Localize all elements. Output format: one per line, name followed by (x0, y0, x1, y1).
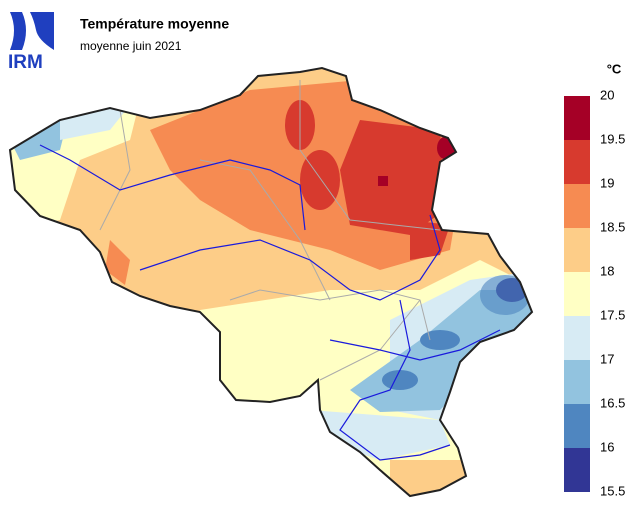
legend-tick-label: 18.5 (600, 219, 625, 234)
logo: IRM (8, 12, 54, 73)
zone (382, 370, 418, 390)
legend-swatch (564, 404, 590, 448)
legend-swatch (564, 228, 590, 272)
zone (300, 150, 340, 210)
zone (105, 240, 130, 285)
zone (390, 460, 470, 496)
legend-tick-label: 15.5 (600, 483, 625, 498)
river (329, 329, 501, 361)
legend-swatch (564, 140, 590, 184)
legend-tick-label: 16.5 (600, 395, 625, 410)
legend-unit: °C (607, 61, 622, 76)
legend-swatch (564, 184, 590, 228)
provinces (99, 80, 441, 381)
zone (480, 275, 530, 315)
legend: 20 19.5 19 18.5 18 17.5 17 16.5 16 15.5 (564, 87, 625, 498)
country-border (8, 66, 534, 498)
zone (420, 330, 460, 350)
subtitle: moyenne juin 2021 (80, 39, 182, 53)
legend-tick-label: 17.5 (600, 307, 625, 322)
river (139, 214, 441, 301)
legend-tick-label: 19 (600, 175, 614, 190)
legend-tick-label: 16 (600, 439, 614, 454)
legend-tick-label: 20 (600, 87, 614, 102)
temperature-map (10, 68, 532, 496)
zone (340, 120, 445, 235)
legend-tick-label: 19.5 (600, 131, 625, 146)
legend-tick-label: 18 (600, 263, 614, 278)
legend-swatch (564, 272, 590, 316)
logo-text: IRM (8, 52, 43, 73)
zone (378, 176, 388, 186)
logo-mark (10, 12, 54, 50)
legend-tick-label: 17 (600, 351, 614, 366)
title: Température moyenne (80, 16, 229, 32)
river (39, 144, 306, 231)
rivers (39, 144, 501, 461)
legend-swatch (564, 448, 590, 492)
legend-swatch (564, 316, 590, 360)
legend-swatch (564, 96, 590, 140)
province-border (99, 80, 441, 381)
legend-swatch (564, 360, 590, 404)
